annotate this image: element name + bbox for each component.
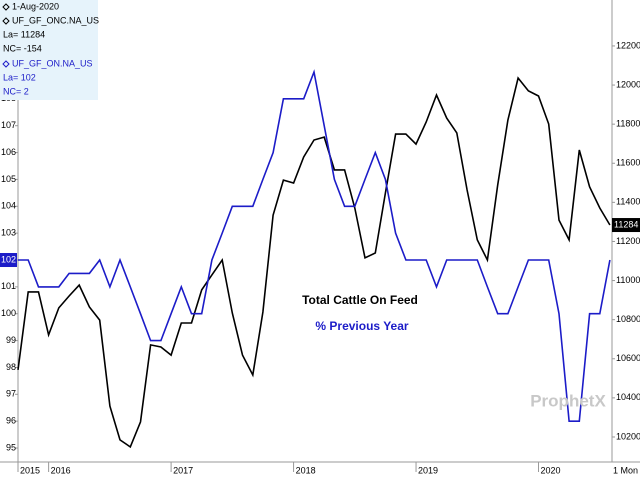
x-tick-label: 2016 [51,465,71,475]
y2-tick-label: 10600 [616,353,640,363]
y-tick-label: 101 [1,281,16,291]
y-tick-label: 96 [6,416,16,426]
annotation: Total Cattle On Feed [302,293,418,307]
legend-date: 1-Aug-2020 [12,1,59,11]
y2-tick-label: 12200 [616,40,640,50]
y2-tick-label: 11600 [616,158,640,168]
x-tick-label: 2015 [20,465,40,475]
y-tick-label: 106 [1,147,16,157]
y2-tick-label: 10800 [616,314,640,324]
y-tick-label: 105 [1,174,16,184]
y-tick-label: 97 [6,389,16,399]
series-line [17,76,611,449]
legend-change: NC= 2 [3,86,29,96]
x-tick-label: 2020 [541,465,561,475]
y-tick-label: 100 [1,308,16,318]
legend-diamond [2,17,10,25]
legend-last: La= 102 [3,72,36,82]
y-tick-label: 107 [1,120,16,130]
y-tick-label: 99 [6,335,16,345]
y-tick-label: 104 [1,201,16,211]
last-value-box [0,253,17,268]
x-tick-label: 2019 [418,465,438,475]
legend-diamond [2,3,10,11]
y2-tick-label: 10200 [616,431,640,441]
legend-diamond [2,60,10,68]
y2-tick-label: 10400 [616,392,640,402]
y2-tick-label: 11200 [616,236,640,246]
series-line [18,69,611,422]
x-tick-label: 2017 [173,465,193,475]
x-tick-label: 2018 [296,465,316,475]
legend-change: NC= -154 [3,43,42,53]
legend-name: UF_GF_ONC.NA_US [12,15,99,25]
legend-box [0,0,98,100]
last-value-box [612,218,640,233]
y2-tick-label: 12000 [616,79,640,89]
y-tick-label: 98 [6,362,16,372]
last-value-label: 11284 [614,219,638,229]
y2-tick-label: 11400 [616,197,640,207]
period-label: 1 Mon [613,465,638,475]
legend: 1-Aug-2020 UF_GF_ONC.NA_US La= 11284 NC=… [0,0,99,100]
watermark: ProphetX [530,391,606,410]
annotation: % Previous Year [315,319,409,333]
legend-name: UF_GF_ON.NA_US [12,58,93,68]
last-value-label: 102 [1,254,16,264]
y-tick-label: 103 [1,228,16,238]
legend-last: La= 11284 [3,29,45,39]
y-tick-label: 95 [6,442,16,452]
y2-tick-label: 11000 [616,275,640,285]
y2-tick-label: 11800 [616,119,640,129]
